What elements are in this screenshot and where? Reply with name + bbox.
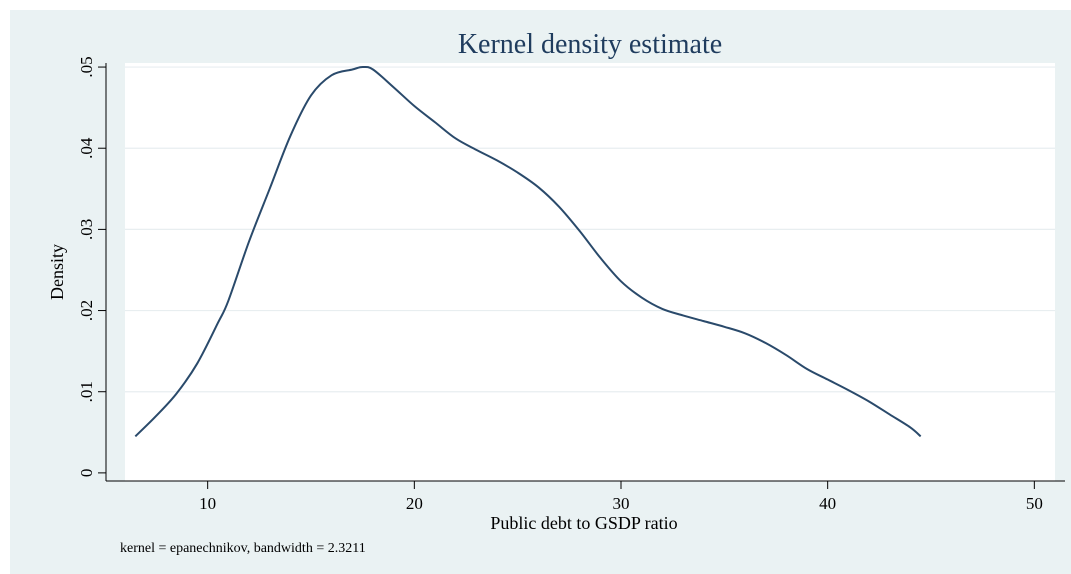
chart-title: Kernel density estimate (458, 29, 722, 60)
y-tick-label: .05 (77, 56, 96, 77)
x-tick-label: 30 (613, 494, 630, 513)
chart-svg: 0 .01 .02 .03 .04 .05 10 20 30 40 50 Kernel densit… (47, 29, 1065, 556)
density-curve (134, 65, 922, 438)
y-axis-title: Density (47, 244, 67, 300)
chart-note: kernel = epanechnikov, bandwidth = 2.321… (120, 541, 366, 556)
chart-figure: 0 .01 .02 .03 .04 .05 10 20 30 40 50 Kernel densit… (10, 10, 1071, 574)
y-tick-label: .03 (77, 219, 96, 240)
ticks-layer: 0 .01 .02 .03 .04 .05 10 20 30 40 50 (77, 56, 1043, 513)
x-axis-title: Public debt to GSDP ratio (490, 513, 677, 533)
y-tick-label: .04 (77, 137, 96, 159)
axes-layer (105, 63, 1065, 482)
grid-layer (125, 66, 1055, 393)
x-tick-label: 20 (406, 494, 423, 513)
plot-area (125, 63, 1055, 481)
x-tick-label: 40 (819, 494, 836, 513)
y-tick-label: .01 (77, 381, 96, 402)
y-tick-label: .02 (77, 300, 96, 321)
x-tick-label: 50 (1026, 494, 1043, 513)
y-tick-label: 0 (77, 469, 96, 478)
x-tick-label: 10 (199, 494, 216, 513)
